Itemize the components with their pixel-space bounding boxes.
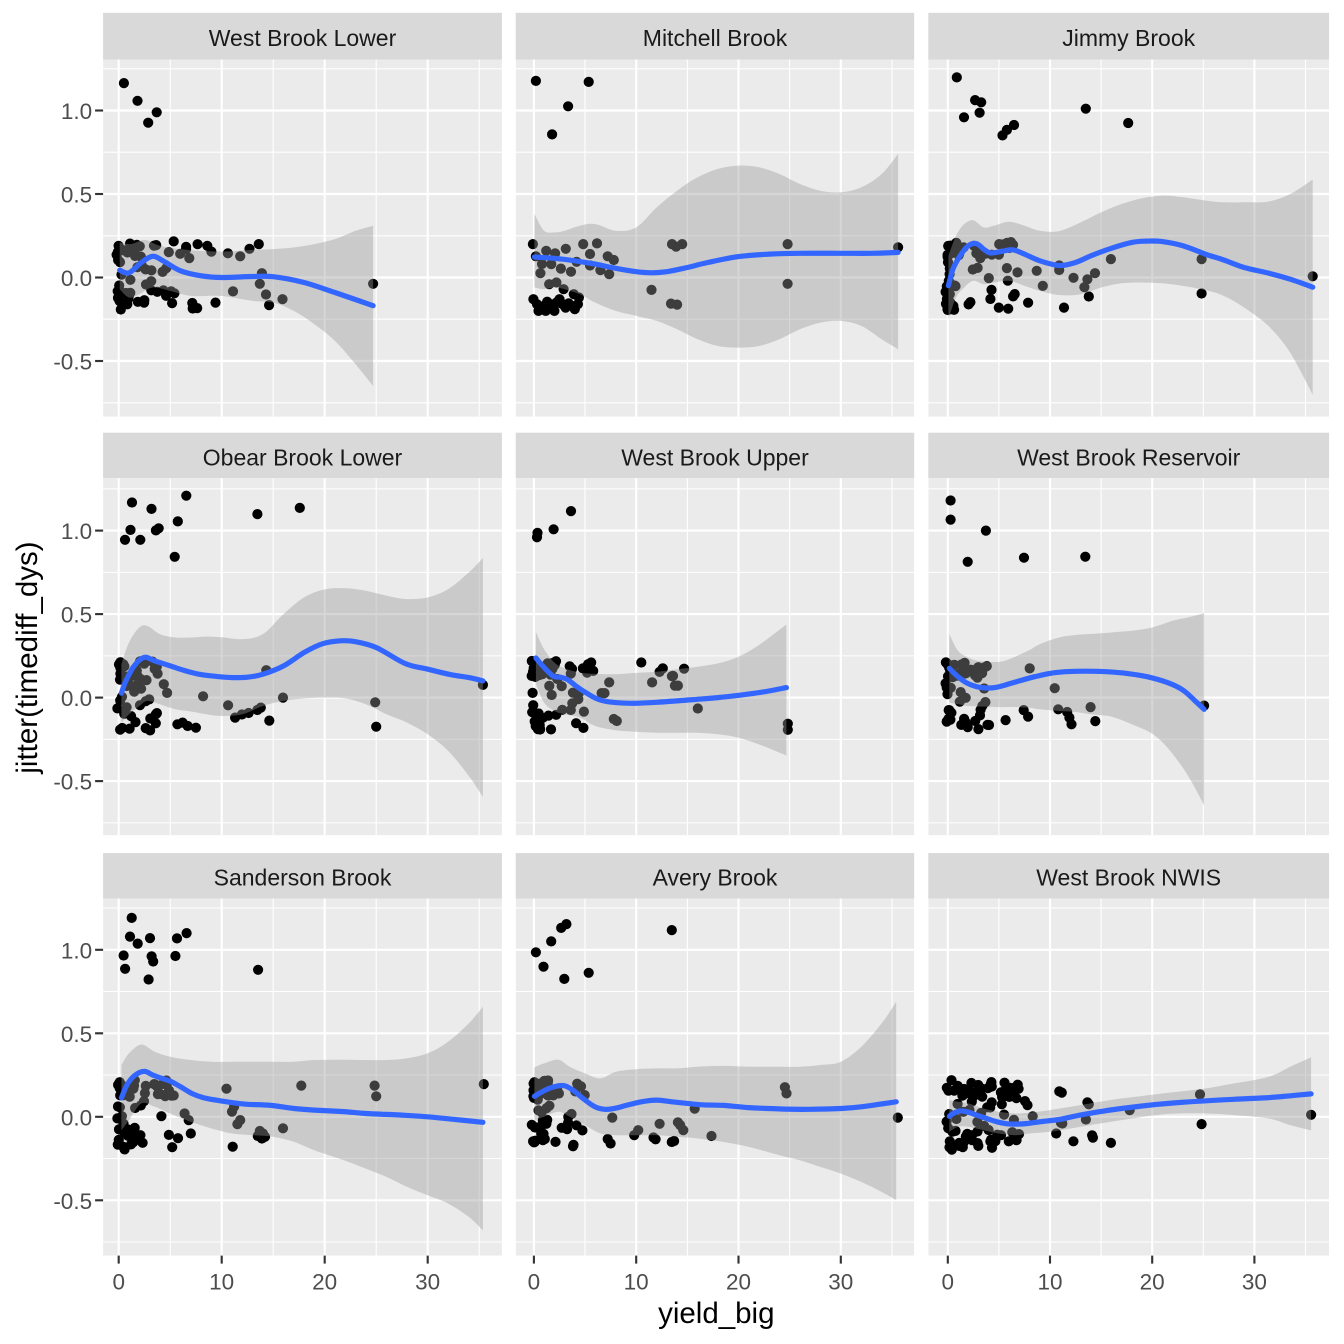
svg-text:Avery Brook: Avery Brook <box>653 865 778 891</box>
svg-text:Mitchell Brook: Mitchell Brook <box>643 25 788 51</box>
svg-text:0: 0 <box>942 1270 955 1295</box>
svg-text:1.0: 1.0 <box>61 519 92 544</box>
svg-text:Sanderson Brook: Sanderson Brook <box>214 865 392 891</box>
svg-text:0.5: 0.5 <box>61 1022 92 1047</box>
svg-text:-0.5: -0.5 <box>53 350 92 375</box>
svg-text:Obear Brook Lower: Obear Brook Lower <box>203 444 403 470</box>
svg-text:0.0: 0.0 <box>61 1105 92 1130</box>
svg-text:yield_big: yield_big <box>658 1297 774 1330</box>
svg-text:0: 0 <box>112 1270 125 1295</box>
svg-text:10: 10 <box>624 1270 649 1295</box>
svg-text:West Brook Lower: West Brook Lower <box>209 25 397 51</box>
svg-text:0.0: 0.0 <box>61 686 92 711</box>
svg-text:1.0: 1.0 <box>61 938 92 963</box>
svg-text:30: 30 <box>415 1270 440 1295</box>
svg-text:1.0: 1.0 <box>61 99 92 124</box>
svg-text:20: 20 <box>1140 1270 1165 1295</box>
svg-text:-0.5: -0.5 <box>53 770 92 795</box>
svg-text:West Brook Upper: West Brook Upper <box>621 444 809 470</box>
svg-text:Jimmy Brook: Jimmy Brook <box>1062 25 1195 51</box>
svg-text:0.0: 0.0 <box>61 266 92 291</box>
svg-text:West Brook NWIS: West Brook NWIS <box>1036 865 1221 891</box>
svg-text:30: 30 <box>1242 1270 1267 1295</box>
svg-text:jitter(timediff_dys): jitter(timediff_dys) <box>11 541 44 774</box>
svg-text:20: 20 <box>726 1270 751 1295</box>
svg-text:0: 0 <box>528 1270 541 1295</box>
svg-text:0.5: 0.5 <box>61 603 92 628</box>
svg-text:10: 10 <box>209 1270 234 1295</box>
svg-text:-0.5: -0.5 <box>53 1189 92 1214</box>
svg-text:0.5: 0.5 <box>61 183 92 208</box>
svg-text:10: 10 <box>1037 1270 1062 1295</box>
svg-text:20: 20 <box>312 1270 337 1295</box>
svg-text:West Brook Reservoir: West Brook Reservoir <box>1017 444 1241 470</box>
svg-text:30: 30 <box>828 1270 853 1295</box>
